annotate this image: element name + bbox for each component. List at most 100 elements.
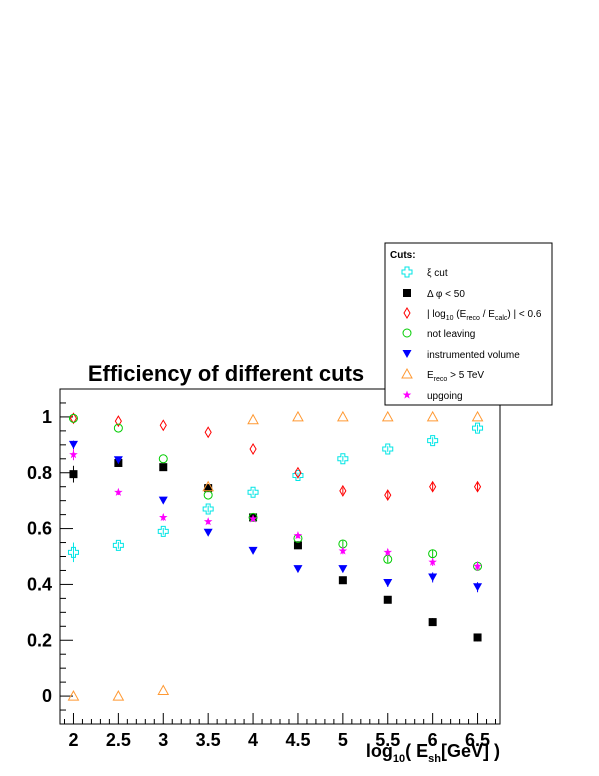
data-point (339, 484, 347, 497)
legend-marker (402, 350, 412, 358)
data-point (384, 489, 392, 502)
x-tick-label: 3 (158, 730, 168, 750)
legend-label: Δ φ < 50 (427, 289, 465, 300)
legend-marker (401, 266, 413, 278)
data-point (204, 426, 212, 439)
legend-marker (403, 307, 411, 319)
data-point (112, 539, 124, 551)
legend-marker (403, 289, 411, 297)
data-point (473, 480, 482, 493)
data-point (114, 415, 122, 428)
data-point (428, 618, 437, 627)
series-1 (69, 458, 482, 642)
data-point (69, 412, 78, 425)
data-point (69, 450, 78, 459)
series-3 (68, 413, 483, 571)
data-point (203, 517, 213, 526)
x-tick-label: 5 (338, 730, 348, 750)
y-tick-label: 0.6 (27, 519, 52, 539)
series-4 (68, 440, 483, 593)
series-2 (69, 412, 482, 502)
data-point (247, 413, 259, 425)
data-point (202, 480, 215, 492)
legend-label: upgoing (427, 391, 463, 402)
data-point (293, 541, 302, 550)
data-point (292, 410, 304, 422)
data-point (113, 423, 123, 433)
data-point (471, 410, 484, 422)
series-6 (69, 449, 482, 571)
legend-label: Ereco > 5 TeV (427, 370, 484, 383)
data-point (382, 443, 394, 455)
y-tick-label: 1 (42, 407, 52, 427)
data-point (473, 633, 482, 642)
data-point (248, 514, 258, 523)
data-point (428, 557, 437, 566)
legend-label: not leaving (427, 329, 475, 340)
data-point (383, 579, 393, 588)
data-point (337, 453, 349, 465)
data-point (159, 419, 167, 432)
data-point (158, 454, 168, 464)
data-point (338, 565, 348, 574)
x-tick-label: 6 (428, 730, 438, 750)
legend-marker (401, 367, 413, 379)
data-point (338, 576, 347, 585)
legend-label: ξ cut (427, 268, 448, 279)
plot-frame (59, 388, 501, 725)
data-point (426, 410, 439, 422)
y-tick-label: 0.4 (27, 574, 52, 594)
data-point (294, 466, 302, 479)
data-point (249, 443, 257, 455)
data-point (381, 410, 394, 422)
x-axis-label: log10( Esh[GeV] ) (366, 741, 500, 765)
data-point (293, 565, 303, 574)
data-point (337, 410, 349, 422)
x-tick-label: 6.5 (465, 730, 490, 750)
series-0 (67, 422, 484, 563)
data-point (203, 528, 213, 537)
x-tick-label: 2 (68, 730, 78, 750)
data-point (112, 690, 125, 701)
axes: 2 2.5 3 3.5 4 4.5 5 5.5 6 6.5 0 0.2 0.4 0.6 0.8 1 (27, 402, 497, 750)
legend-marker (402, 328, 412, 338)
data-point (157, 525, 169, 537)
legend-entries: ξ cut Δ φ < 50 | log10 (Ereco / Ecalc) | <… (401, 266, 542, 402)
data-point (429, 480, 437, 493)
legend-label: | log10 (Ereco / Ecalc) | < 0.6 (427, 309, 542, 322)
data-point (248, 546, 258, 555)
data-point (247, 486, 259, 498)
data-point (428, 573, 438, 582)
data-point (157, 684, 170, 695)
data-point (113, 456, 123, 465)
x-tick-label: 2.5 (106, 730, 131, 750)
legend-marker (402, 390, 412, 399)
y-tick-label: 0 (42, 686, 52, 706)
data-point (69, 470, 78, 479)
chart-title: Efficiency of different cuts (88, 361, 364, 386)
legend-box (384, 242, 553, 406)
data-point (204, 484, 213, 493)
legend-label: instrumented volume (427, 350, 520, 361)
data-point (68, 413, 78, 423)
data-point (158, 496, 168, 505)
data-point (202, 503, 214, 515)
legend-title: Cuts: (390, 250, 416, 261)
data-point (473, 561, 482, 570)
data-point (114, 487, 123, 496)
data-point (472, 422, 484, 434)
x-tick-label: 4.5 (285, 730, 310, 750)
data-point (159, 463, 168, 472)
legend: Cuts: ξ cut Δ φ < 50 | log10 (Ereco / Ecal… (384, 242, 553, 406)
x-tick-label: 5.5 (375, 730, 400, 750)
data-point (67, 690, 80, 701)
data-point (473, 583, 483, 592)
series-5 (67, 410, 484, 701)
data-point (293, 531, 303, 540)
data-point (158, 512, 168, 522)
x-tick-label: 3.5 (196, 730, 221, 750)
data-point (383, 547, 393, 556)
data-point (383, 595, 392, 604)
